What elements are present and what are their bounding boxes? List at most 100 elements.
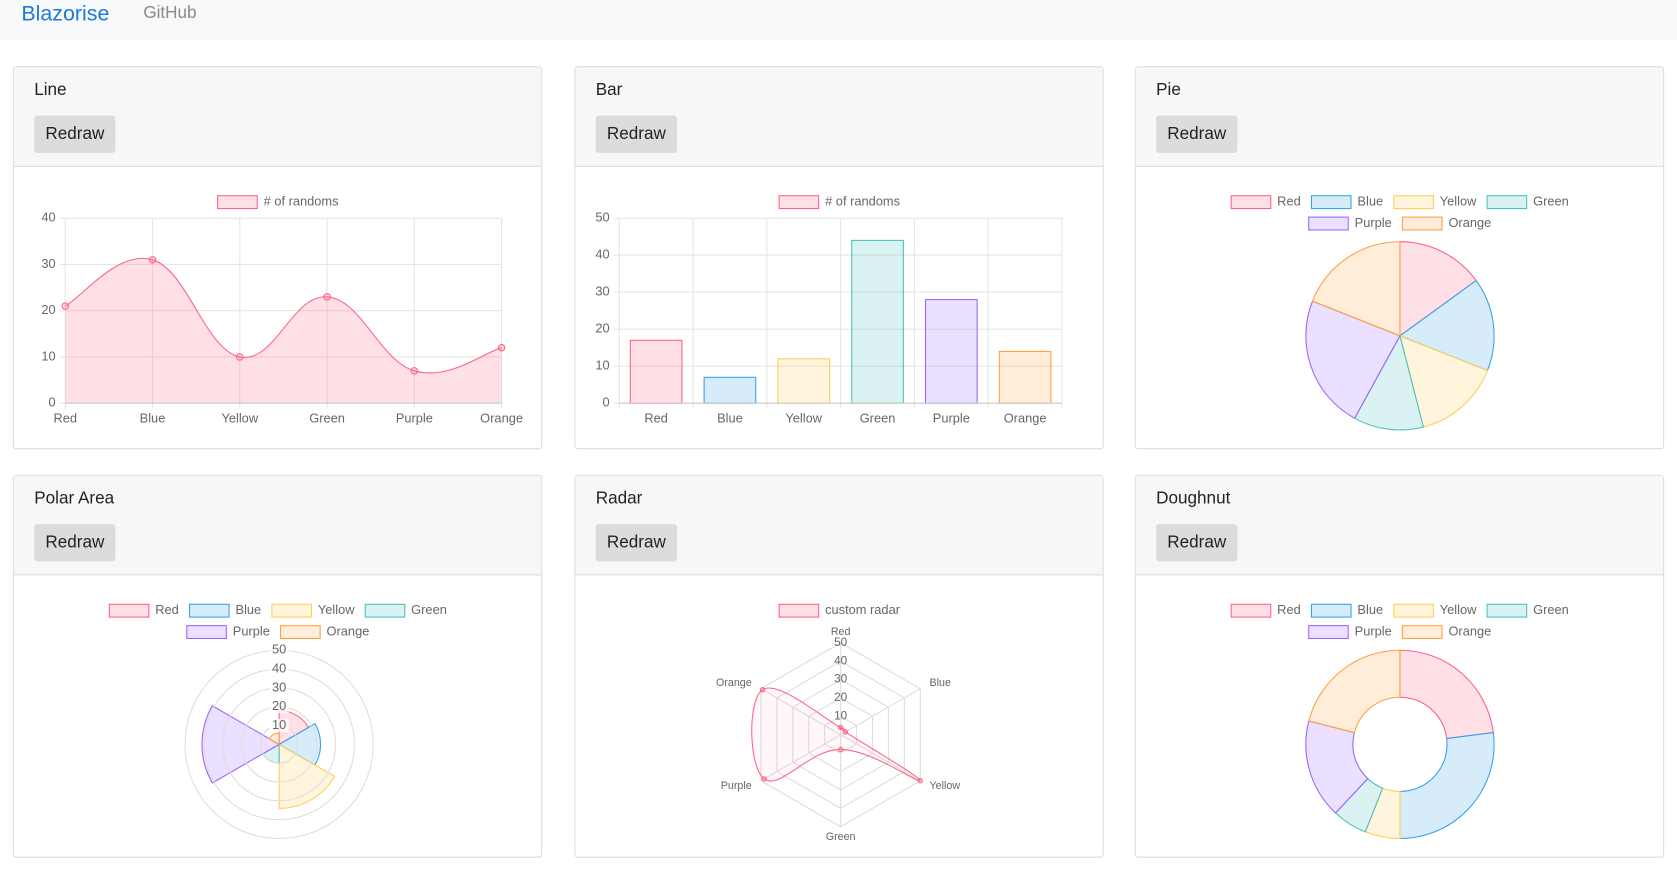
- legend-item: Orange: [280, 623, 369, 640]
- legend-item: Orange: [1401, 623, 1491, 640]
- redraw-button[interactable]: Redraw: [1156, 115, 1238, 153]
- polar-wedge: [278, 722, 322, 766]
- x-tick-label: Green: [860, 411, 896, 426]
- point: [761, 776, 767, 782]
- bar: [924, 299, 978, 404]
- bar: [777, 358, 831, 404]
- tick-backdrop: [269, 719, 289, 732]
- line: [64, 257, 502, 374]
- point: [410, 367, 419, 375]
- nav-link[interactable]: GitHub: [143, 4, 197, 23]
- legend-swatch: [280, 625, 321, 640]
- y-tick-label: 20: [41, 302, 55, 317]
- legend-item: Purple: [1308, 215, 1392, 231]
- legend-label: custom radar: [825, 602, 901, 617]
- y-tick-label: 0: [48, 395, 55, 410]
- r-tick-label: 40: [272, 660, 286, 675]
- slice: [1353, 334, 1425, 431]
- legend-item: Green: [364, 602, 447, 618]
- bar: [998, 350, 1052, 404]
- redraw-button[interactable]: Redraw: [1156, 524, 1238, 562]
- legend-swatch: [1393, 603, 1434, 618]
- bar: [629, 339, 683, 404]
- legend-label: Red: [1277, 194, 1301, 209]
- y-tick-label: 10: [41, 348, 55, 363]
- legend-swatch: [1401, 216, 1443, 231]
- legend-item: Blue: [1310, 602, 1383, 618]
- radar-line: [751, 687, 921, 782]
- y-tick-label: 10: [595, 358, 609, 373]
- r-tick-label: 50: [834, 636, 848, 649]
- card: Pie Redraw Red Blue Yellow Green Purple Orange: [1134, 66, 1665, 450]
- chart: Red Blue Yellow Green Purple Orange: [1230, 602, 1569, 840]
- brand[interactable]: Blazorise: [21, 2, 110, 26]
- legend-label: Yellow: [318, 602, 355, 617]
- card-title: Line: [34, 81, 67, 100]
- legend-label: Red: [155, 602, 179, 617]
- tick-backdrop: [269, 662, 289, 676]
- card-header: Bar Redraw: [575, 67, 1103, 167]
- redraw-button[interactable]: Redraw: [34, 115, 116, 153]
- chart: # of randoms 0 10 20 30 40 50 Red Blue Yellow Gree…: [595, 194, 1063, 426]
- legend-swatch: [1401, 625, 1443, 640]
- legend-label: Blue: [236, 602, 262, 617]
- card-title: Bar: [595, 81, 623, 100]
- x-tick-label: Blue: [140, 411, 166, 426]
- redraw-button[interactable]: Redraw: [34, 524, 116, 562]
- bar: [703, 376, 757, 404]
- grid-ring: [792, 678, 889, 791]
- point: [497, 343, 506, 352]
- card-header: Line Redraw: [13, 67, 542, 167]
- legend-label: Orange: [1448, 623, 1491, 638]
- y-tick-label: 30: [41, 256, 55, 271]
- legend-swatch: [1486, 195, 1528, 210]
- legend-swatch: [1308, 216, 1349, 231]
- legend-label: Blue: [1357, 194, 1383, 209]
- legend-item: custom radar: [778, 602, 901, 618]
- chart: Red Blue Yellow Green Purple Orange 10 20 30 40 50: [108, 602, 447, 840]
- point-label: Orange: [716, 677, 752, 689]
- r-tick-label: 30: [272, 679, 286, 694]
- legend-item: # of randoms: [217, 194, 339, 210]
- redraw-button[interactable]: Redraw: [595, 524, 677, 562]
- y-tick-label: 40: [41, 210, 55, 225]
- x-tick-label: Yellow: [785, 411, 822, 426]
- legend-item: Yellow: [271, 602, 355, 618]
- card-title: Radar: [595, 489, 643, 509]
- y-tick-label: 0: [602, 395, 609, 410]
- y-tick-label: 40: [595, 247, 609, 262]
- legend-swatch: [1310, 195, 1352, 210]
- legend-item: Red: [1230, 602, 1301, 618]
- redraw-button[interactable]: Redraw: [595, 115, 677, 153]
- x-tick-label: Orange: [1004, 411, 1047, 426]
- slice: [1308, 649, 1401, 734]
- card-header: Polar Area Redraw: [13, 475, 542, 576]
- x-tick-label: Orange: [480, 411, 523, 426]
- grid-ring: [808, 697, 874, 773]
- slice: [1305, 300, 1401, 420]
- r-tick-label: 20: [272, 698, 286, 713]
- point-label: Green: [826, 831, 856, 843]
- legend-swatch: [1230, 603, 1272, 618]
- card: Polar Area Redraw Red Blue Yellow Green Purple…: [12, 474, 543, 858]
- card: Doughnut Redraw Red Blue Yellow Green Purple Or…: [1134, 474, 1665, 858]
- point: [842, 729, 849, 735]
- card-title: Polar Area: [34, 489, 115, 509]
- point: [148, 256, 157, 264]
- angle-line: [840, 734, 921, 782]
- chart: Red Blue Yellow Green Purple Orange: [1230, 194, 1569, 431]
- legend-label: # of randoms: [825, 194, 900, 209]
- card-title: Pie: [1156, 81, 1181, 100]
- x-tick-label: Blue: [717, 411, 743, 426]
- legend-swatch: [108, 603, 150, 618]
- legend-label: Purple: [1355, 215, 1392, 230]
- legend-item: Blue: [1310, 194, 1383, 210]
- card: Line Redraw # of randoms 0 10 20 30 40 Red Blue Ye…: [12, 66, 543, 450]
- legend-swatch: [186, 625, 227, 640]
- legend-item: Yellow: [1393, 194, 1477, 210]
- card-header: Pie Redraw: [1135, 67, 1664, 167]
- legend-label: Green: [1533, 194, 1569, 209]
- legend-label: Blue: [1357, 602, 1383, 617]
- card: Radar Redraw custom radar Red Blue Yellow Gree…: [574, 474, 1104, 858]
